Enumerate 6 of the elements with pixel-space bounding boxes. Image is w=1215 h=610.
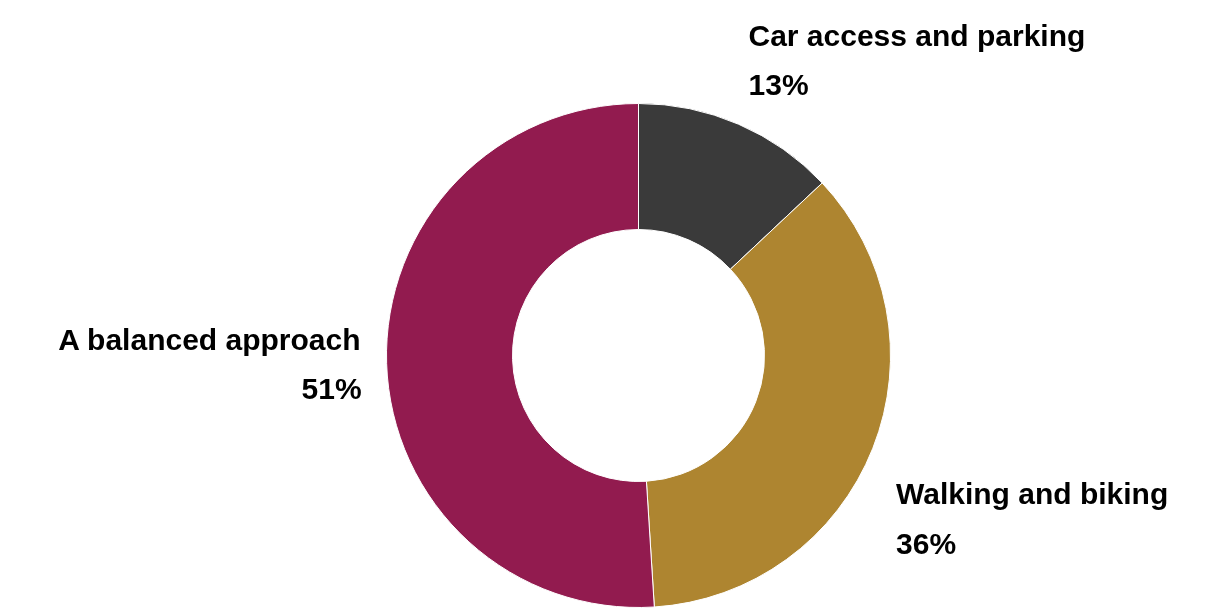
slice-label: Walking and biking	[896, 477, 1169, 511]
slice-label: Car access and parking	[748, 18, 1086, 52]
slice-label: A balanced approach	[58, 322, 361, 356]
data-label: 51%	[301, 372, 362, 406]
data-label: 13%	[748, 68, 809, 102]
data-label: 36%	[896, 526, 957, 560]
